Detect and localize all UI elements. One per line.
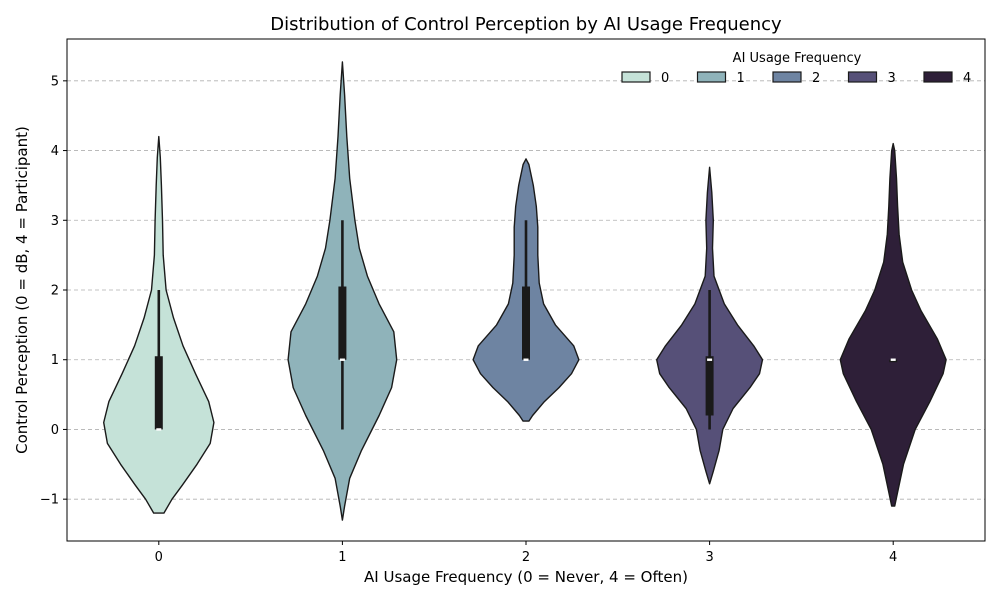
legend-label-4: 4 (963, 71, 971, 86)
legend-entries: 0 1 2 3 4 (621, 71, 971, 86)
violin-median-marker (890, 358, 896, 361)
violin-iqr-box (889, 359, 898, 363)
legend-swatch-0 (621, 71, 651, 83)
x-axis-ticks: 0 1 2 3 4 (155, 541, 897, 565)
legend-title: AI Usage Frequency (733, 51, 862, 66)
violin-iqr-box (522, 286, 530, 360)
x-tick-label: 2 (522, 550, 530, 565)
violin-group-1 (287, 61, 398, 521)
violin-median-marker (707, 358, 713, 361)
x-axis-label: AI Usage Frequency (0 = Never, 4 = Often… (364, 568, 688, 586)
violin-median-marker (523, 358, 529, 361)
violin-median-marker (156, 428, 162, 431)
violin-group-3 (656, 166, 764, 485)
legend-label-0: 0 (661, 71, 669, 86)
x-tick-label: 3 (705, 550, 713, 565)
legend-swatch-3 (847, 71, 878, 83)
violin-iqr-box (154, 356, 163, 430)
violin-group-0 (103, 135, 215, 514)
chart-title: Distribution of Control Perception by AI… (270, 14, 782, 35)
x-tick-label: 1 (338, 550, 346, 565)
legend-label-3: 3 (888, 71, 896, 86)
violins (103, 61, 947, 521)
violin-group-4 (839, 142, 947, 507)
y-tick-label: 5 (51, 74, 59, 89)
y-axis-ticks: −1 0 1 2 3 4 5 (40, 74, 67, 508)
y-tick-label: 3 (51, 214, 59, 229)
x-tick-label: 0 (155, 550, 163, 565)
violin-group-2 (472, 158, 580, 422)
violin-median-marker (339, 358, 345, 361)
violin-iqr-box (338, 286, 347, 360)
legend-label-1: 1 (737, 71, 745, 86)
y-tick-label: −1 (40, 493, 59, 508)
legend: AI Usage Frequency 0 1 2 3 4 (621, 51, 971, 86)
y-tick-label: 1 (51, 353, 59, 368)
legend-swatch-1 (696, 71, 727, 83)
legend-swatch-2 (772, 71, 802, 83)
violin-body-4 (839, 142, 947, 507)
x-tick-label: 4 (889, 550, 897, 565)
legend-label-2: 2 (812, 71, 820, 86)
violin-iqr-box (705, 356, 714, 416)
y-tick-label: 2 (51, 284, 59, 299)
legend-swatch-4 (923, 71, 953, 83)
y-axis-label: Control Perception (0 = dB, 4 = Particip… (13, 126, 31, 454)
y-tick-label: 0 (51, 423, 59, 438)
y-tick-label: 4 (51, 144, 59, 159)
